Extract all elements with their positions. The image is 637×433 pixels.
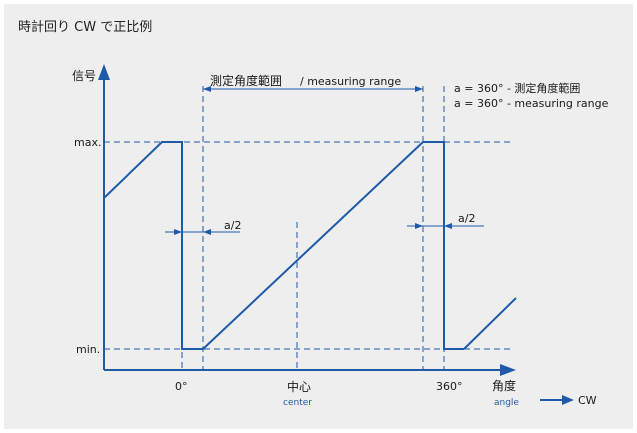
max-label: max. bbox=[74, 136, 101, 149]
cw-arrowhead bbox=[562, 395, 574, 405]
angle-label-en: angle bbox=[494, 398, 519, 408]
half-a-right-head2 bbox=[444, 223, 452, 229]
diagram-panel: 時計回り CW で正比例 bbox=[4, 4, 633, 429]
angle-label-jp: 角度 bbox=[492, 378, 516, 393]
range-label-jp: 測定角度範囲 bbox=[210, 73, 282, 88]
zero-deg-label: 0° bbox=[175, 380, 188, 393]
note-line-1: a = 360° - 測定角度範囲 bbox=[454, 81, 580, 95]
signal-curve-right bbox=[463, 297, 517, 350]
half-a-left-head2 bbox=[203, 229, 211, 235]
center-label-jp: 中心 bbox=[287, 379, 311, 394]
deg360-label: 360° bbox=[436, 380, 463, 393]
note-line-2: a = 360° - measuring range bbox=[454, 97, 609, 110]
half-a-left-label: a/2 bbox=[224, 219, 241, 232]
signal-curve-left bbox=[103, 141, 464, 350]
center-label-en: center bbox=[283, 398, 312, 408]
y-axis-arrowhead bbox=[98, 64, 110, 80]
x-axis-arrowhead bbox=[500, 364, 516, 376]
min-label: min. bbox=[76, 343, 100, 356]
half-a-right-head1 bbox=[415, 223, 423, 229]
range-arrow-right-head bbox=[415, 86, 423, 92]
range-label-en: / measuring range bbox=[300, 75, 401, 88]
diagram-title: 時計回り CW で正比例 bbox=[18, 20, 153, 35]
signal-label: 信号 bbox=[72, 69, 96, 83]
cw-label: CW bbox=[578, 394, 597, 407]
half-a-left-head1 bbox=[174, 229, 182, 235]
half-a-right-label: a/2 bbox=[458, 212, 475, 225]
range-arrow-left-head bbox=[203, 86, 211, 92]
